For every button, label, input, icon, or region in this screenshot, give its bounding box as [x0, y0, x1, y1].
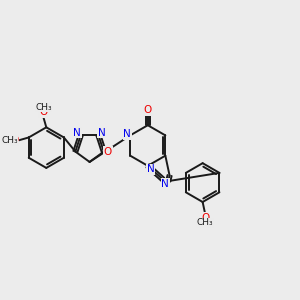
Text: O: O [104, 147, 112, 157]
Text: N: N [74, 128, 81, 138]
Text: N: N [98, 128, 106, 138]
Text: N: N [123, 129, 131, 139]
Text: CH₃: CH₃ [1, 136, 18, 145]
Text: O: O [10, 135, 19, 146]
Text: CH₃: CH₃ [197, 218, 213, 227]
Text: O: O [144, 105, 152, 115]
Text: CH₃: CH₃ [35, 103, 52, 112]
Text: N: N [147, 164, 154, 174]
Text: N: N [161, 179, 169, 189]
Text: O: O [39, 107, 47, 117]
Text: O: O [201, 213, 209, 223]
